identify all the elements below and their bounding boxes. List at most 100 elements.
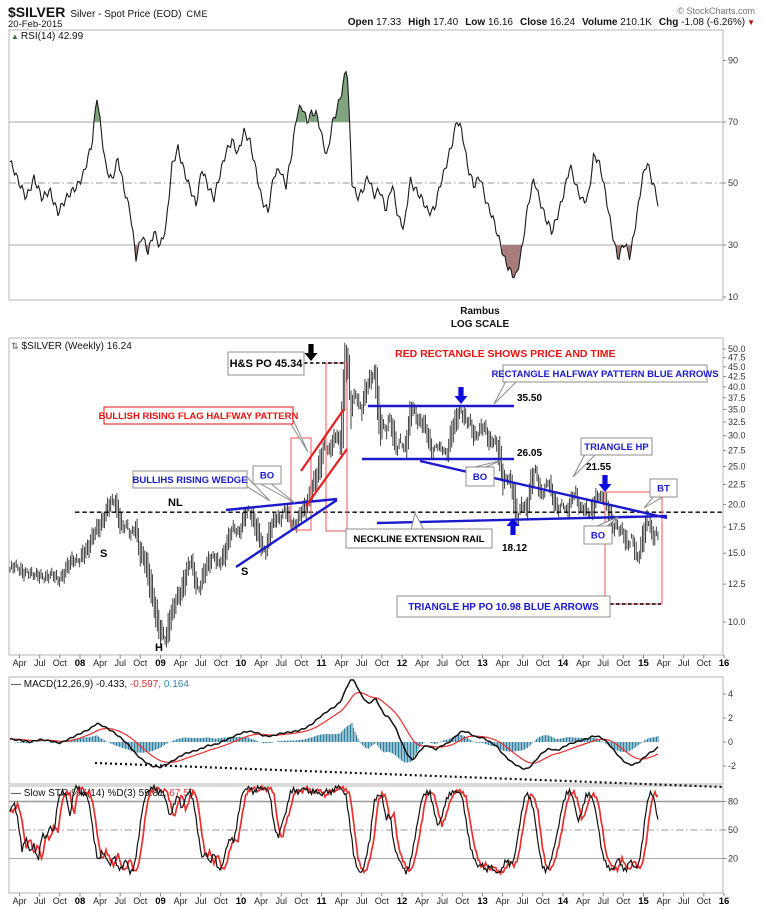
blue-up-arrow	[506, 518, 520, 535]
svg-text:90: 90	[728, 56, 738, 66]
svg-text:10: 10	[728, 292, 738, 302]
svg-text:50.0: 50.0	[728, 344, 746, 354]
callout-box	[103, 406, 294, 425]
svg-text:Apr: Apr	[657, 658, 671, 668]
callout-tail	[643, 495, 666, 509]
svg-text:30.0: 30.0	[728, 431, 746, 441]
svg-text:Apr: Apr	[496, 658, 510, 668]
callout-text: BULLISH RISING FLAG HALFWAY PATTERN	[99, 411, 299, 422]
svg-text:25.0: 25.0	[728, 462, 746, 472]
svg-text:Jul: Jul	[597, 658, 609, 668]
svg-text:-2: -2	[728, 761, 736, 771]
svg-text:42.5: 42.5	[728, 372, 746, 382]
svg-text:Oct: Oct	[375, 896, 390, 906]
svg-text:Apr: Apr	[335, 896, 349, 906]
svg-text:Jul: Jul	[356, 658, 368, 668]
callout-text: BULLIHS RISING WEDGE	[132, 475, 247, 486]
price-annotation-text: RED RECTANGLE SHOWS PRICE AND TIME	[395, 348, 616, 360]
svg-text:80: 80	[728, 797, 738, 807]
svg-text:Oct: Oct	[616, 658, 631, 668]
svg-text:09: 09	[155, 896, 166, 907]
callout-box	[132, 470, 248, 489]
red-measuring-rectangle	[604, 491, 663, 605]
quote-label-high: High	[408, 17, 431, 28]
svg-text:40.0: 40.0	[728, 382, 746, 392]
panel-frames	[8, 29, 724, 894]
callout-box	[396, 595, 611, 618]
symbol-description: Silver - Spot Price (EOD)	[70, 9, 182, 20]
svg-text:Oct: Oct	[294, 658, 309, 668]
svg-text:11: 11	[316, 896, 327, 907]
change-down-triangle-icon: ▼	[747, 18, 755, 27]
svg-text:Apr: Apr	[13, 896, 27, 906]
svg-text:Oct: Oct	[536, 658, 551, 668]
macd-value-2: -0.597,	[129, 679, 162, 690]
svg-text:2: 2	[728, 713, 733, 723]
macd-panel: 4 2 0 -2	[9, 679, 736, 789]
svg-text:Apr: Apr	[254, 896, 268, 906]
price-label: $SILVER (Weekly)	[21, 341, 104, 352]
sto-label: Slow STO %K(14) %D(3)	[23, 788, 136, 799]
svg-text:Apr: Apr	[174, 896, 188, 906]
svg-text:Jul: Jul	[195, 658, 207, 668]
svg-text:Apr: Apr	[576, 896, 590, 906]
svg-text:Jul: Jul	[436, 896, 448, 906]
price-panel-label: ⇅ $SILVER (Weekly) 16.24	[11, 341, 132, 352]
rsi-panel-label: ▲ RSI(14) 42.99	[11, 31, 83, 42]
svg-text:16: 16	[719, 896, 730, 907]
svg-text:47.5: 47.5	[728, 353, 746, 363]
svg-text:Apr: Apr	[93, 658, 107, 668]
callout-text: TRIANGLE HP	[584, 442, 649, 453]
callout-box	[227, 351, 305, 376]
svg-text:30: 30	[728, 240, 738, 250]
svg-text:12: 12	[397, 658, 408, 669]
quote-value-open: 17.33	[373, 17, 402, 28]
quote-label-close: Close	[520, 17, 548, 28]
svg-text:Oct: Oct	[697, 658, 712, 668]
price-annotation-text: NL	[168, 497, 183, 509]
svg-text:Oct: Oct	[536, 896, 551, 906]
svg-text:Jul: Jul	[275, 896, 287, 906]
svg-text:Oct: Oct	[697, 896, 712, 906]
updown-arrows-icon: ⇅	[11, 341, 19, 351]
svg-text:45.0: 45.0	[728, 362, 746, 372]
red-trend-line	[300, 408, 345, 472]
symbol: $SILVER	[8, 4, 66, 20]
callout-box	[502, 364, 708, 383]
quote-label-chg: Chg	[658, 17, 679, 28]
quote-row: Open 17.33 High 17.40 Low 16.16 Close 16.24…	[341, 17, 755, 28]
svg-text:22.5: 22.5	[728, 479, 746, 489]
blue-trend-line	[419, 459, 668, 520]
rsi-logo-icon: ▲	[11, 32, 19, 41]
svg-text:Oct: Oct	[616, 896, 631, 906]
svg-text:11: 11	[316, 658, 327, 669]
svg-text:17.5: 17.5	[728, 522, 746, 532]
svg-text:0: 0	[728, 737, 733, 747]
svg-text:Oct: Oct	[133, 896, 148, 906]
svg-text:Apr: Apr	[93, 896, 107, 906]
svg-text:Oct: Oct	[214, 658, 229, 668]
callout-box	[580, 437, 653, 456]
price-panel: H&S PO 45.34 BULLISH RISING FLAG HALFWAY …	[9, 342, 746, 654]
callout-text: TRIANGLE HP PO 10.98 BLUE ARROWS	[408, 602, 599, 613]
quote-value-high: 17.40	[430, 17, 459, 28]
svg-text:Apr: Apr	[657, 896, 671, 906]
svg-text:Apr: Apr	[496, 896, 510, 906]
svg-text:Jul: Jul	[34, 658, 46, 668]
quote-value-close: 16.24	[547, 17, 576, 28]
svg-text:12: 12	[397, 896, 408, 907]
line-swatch-icon: —	[11, 679, 21, 690]
chart-date: 20-Feb-2015	[8, 19, 63, 30]
svg-text:Jul: Jul	[114, 896, 126, 906]
svg-text:Apr: Apr	[174, 658, 188, 668]
quote-label-open: Open	[347, 17, 374, 28]
callout-text: RECTANGLE HALFWAY PATTERN BLUE ARROWS	[491, 369, 718, 380]
svg-text:10: 10	[236, 658, 247, 669]
price-annotation-text: 26.05	[517, 448, 542, 459]
black-down-arrow	[304, 344, 318, 361]
svg-text:Oct: Oct	[455, 658, 470, 668]
chart-header: $SILVER Silver - Spot Price (EOD) CME	[8, 4, 608, 22]
macd-value-1: -0.433,	[96, 679, 128, 690]
svg-text:4: 4	[728, 689, 733, 699]
svg-text:Apr: Apr	[576, 658, 590, 668]
